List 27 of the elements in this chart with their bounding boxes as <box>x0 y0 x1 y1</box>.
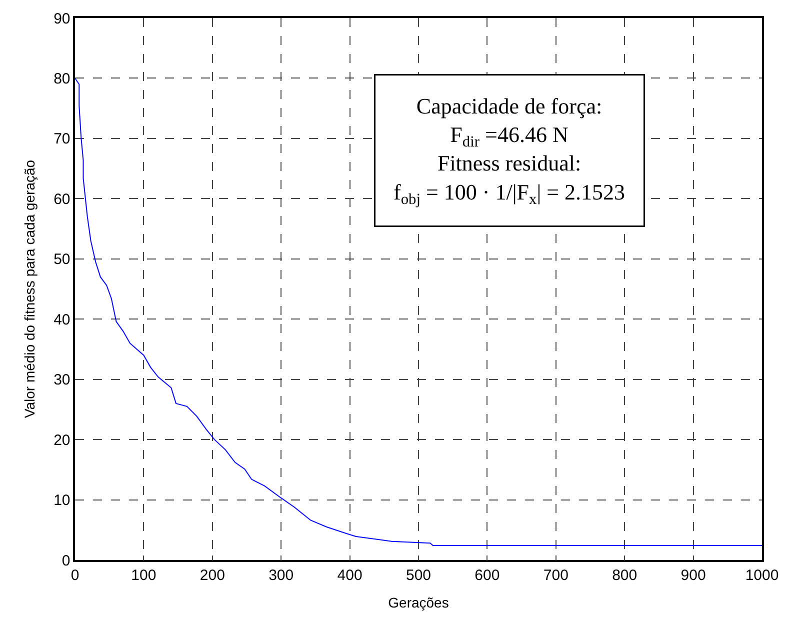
x-tick-label: 800 <box>612 566 638 584</box>
annotation: f$_{obj}$ = 100 · 1/|F$_{x}$| = 2.1523 <box>394 179 626 208</box>
y-tick-label: 80 <box>54 70 70 88</box>
x-tick-label: 500 <box>406 566 432 584</box>
line-series <box>75 78 762 546</box>
y-tick-label: 20 <box>54 432 70 449</box>
y-tick-label: 30 <box>54 372 70 389</box>
y-tick-label: 40 <box>54 311 70 328</box>
x-tick-label: 300 <box>268 566 294 584</box>
y-tick-label: 0 <box>62 552 70 570</box>
annotation: F$_{dir}$ =46.46 N <box>450 122 568 151</box>
y-tick-label: 60 <box>54 190 70 208</box>
x-tick-label: 100 <box>131 566 156 584</box>
y-axis-title: Valor médio do fitness para cada geração <box>22 160 38 418</box>
y-tick-label: 10 <box>54 492 70 510</box>
annotation: Fitness residual: <box>437 150 582 176</box>
x-tick-label: 1000 <box>745 566 779 584</box>
x-tick-label: 400 <box>337 566 362 584</box>
y-tick-label: 70 <box>54 130 70 148</box>
x-tick-label: 700 <box>543 566 568 584</box>
x-axis-title: Gerações <box>388 594 449 611</box>
x-tick-label: 900 <box>680 566 706 584</box>
y-tick-label: 90 <box>54 10 70 28</box>
annotation: Capacidade de força: <box>416 94 602 118</box>
x-tick-label: 200 <box>200 566 225 584</box>
y-tick-label: 50 <box>54 251 70 268</box>
x-tick-label: 600 <box>474 566 500 584</box>
